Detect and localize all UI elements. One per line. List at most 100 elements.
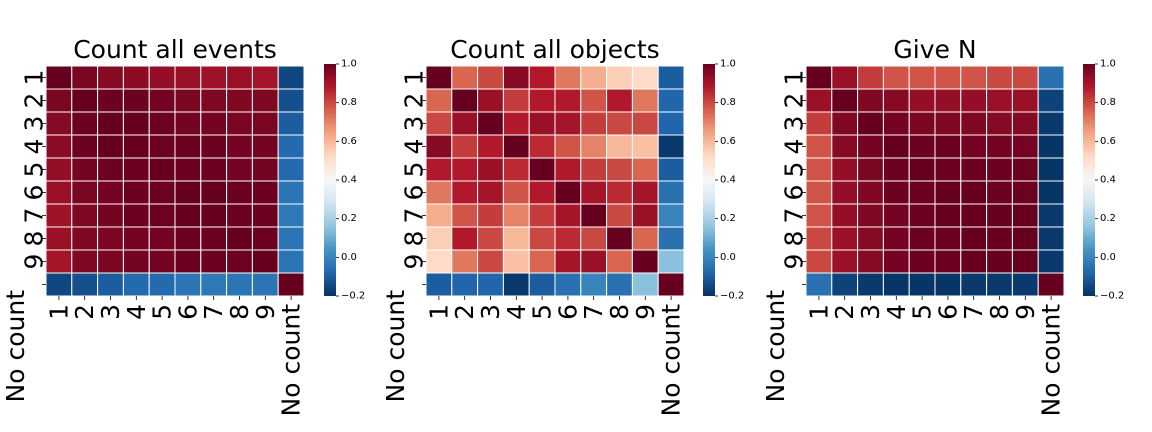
heatmap-title: Count all events <box>73 35 277 64</box>
heatmap-cell <box>477 272 504 297</box>
heatmap-cell <box>251 203 279 228</box>
heatmap-cell <box>226 249 253 274</box>
y-tick-label: 5 <box>20 162 49 178</box>
heatmap-cell <box>580 157 608 182</box>
heatmap-cell <box>226 65 253 90</box>
heatmap-cell <box>45 111 73 136</box>
heatmap-cell <box>631 180 659 205</box>
heatmap-cell <box>122 134 150 159</box>
heatmap-cell <box>805 88 833 113</box>
y-tick-label: 4 <box>780 139 809 155</box>
x-tick-label: 2 <box>450 304 479 320</box>
heatmap-cell <box>122 157 150 182</box>
heatmap-title: Count all objects <box>450 35 659 64</box>
heatmap-cell <box>174 203 202 228</box>
heatmap-cell <box>631 272 659 297</box>
heatmap-cell <box>451 226 479 251</box>
heatmap-cell <box>200 157 228 182</box>
heatmap-cell <box>148 203 176 228</box>
heatmap-cell <box>97 272 124 297</box>
heatmap-cell <box>934 203 962 228</box>
heatmap-cell <box>580 88 608 113</box>
heatmap-cell <box>960 272 988 297</box>
colorbar-tick-label: 1.0 <box>720 59 736 70</box>
heatmap-cell <box>528 249 556 274</box>
heatmap-cell <box>425 134 453 159</box>
heatmap-cell <box>502 88 530 113</box>
heatmap-cell <box>882 180 910 205</box>
heatmap-cell <box>831 111 859 136</box>
x-tick-label: 7 <box>199 304 228 320</box>
heatmap-cell <box>908 111 936 136</box>
heatmap-cell <box>174 157 202 182</box>
heatmap-cell <box>97 65 124 90</box>
heatmap-cell <box>882 249 910 274</box>
heatmap-cell <box>277 249 305 274</box>
heatmap-cell <box>882 111 910 136</box>
x-tick-label: 5 <box>528 304 557 320</box>
heatmap-cell <box>1011 111 1039 136</box>
colorbar-tick-label: 0.6 <box>720 136 736 147</box>
heatmap-cell <box>882 134 910 159</box>
heatmap-cell <box>554 157 582 182</box>
heatmap-cell <box>857 65 884 90</box>
heatmap-cell <box>226 226 253 251</box>
heatmap-cell <box>528 272 556 297</box>
colorbar-tick-label: 0.8 <box>720 97 736 108</box>
heatmap-cell <box>934 249 962 274</box>
heatmap-cell <box>960 180 988 205</box>
heatmap-cell <box>251 111 279 136</box>
heatmap-cell <box>908 88 936 113</box>
colorbar-tick-label: 0.0 <box>1100 252 1116 263</box>
heatmap-cell <box>451 134 479 159</box>
heatmap-cell <box>1011 272 1039 297</box>
heatmap-cell <box>1011 134 1039 159</box>
heatmap-cell <box>805 272 833 297</box>
heatmap-cell <box>1011 65 1039 90</box>
heatmap-cell <box>277 203 305 228</box>
y-tick-label: 2 <box>780 93 809 109</box>
heatmap-cell <box>251 134 279 159</box>
heatmap-cell <box>554 111 582 136</box>
heatmap-cell <box>960 111 988 136</box>
heatmap-cell <box>554 88 582 113</box>
x-tick-label: 8 <box>225 304 254 320</box>
heatmap-cell <box>606 134 633 159</box>
x-tick-label: 4 <box>502 304 531 320</box>
heatmap-cell <box>148 111 176 136</box>
heatmap-cell <box>97 111 124 136</box>
heatmap-cell <box>425 111 453 136</box>
y-tick-label: 8 <box>20 231 49 247</box>
heatmap-cell <box>986 249 1013 274</box>
heatmap-cell <box>148 272 176 297</box>
heatmap-cell <box>986 134 1013 159</box>
heatmap-cell <box>908 272 936 297</box>
heatmap-cell <box>502 111 530 136</box>
heatmap-cell <box>226 88 253 113</box>
x-tick-label: 6 <box>173 304 202 320</box>
heatmap-cell <box>882 272 910 297</box>
colorbar <box>324 64 336 296</box>
heatmap-cell <box>477 88 504 113</box>
heatmap-cell <box>1037 203 1065 228</box>
heatmap-cell <box>960 203 988 228</box>
heatmap-cell <box>580 203 608 228</box>
heatmap-cell <box>97 157 124 182</box>
heatmap-cell <box>908 65 936 90</box>
heatmap-cell <box>1011 249 1039 274</box>
heatmap-cell <box>1037 180 1065 205</box>
heatmap-cell <box>986 226 1013 251</box>
heatmap-cell <box>200 134 228 159</box>
colorbar-tick-label: −0.2 <box>1100 291 1124 302</box>
colorbar-tick-label: 0.8 <box>341 97 357 108</box>
x-tick-label: 4 <box>882 304 911 320</box>
heatmap-cell <box>934 134 962 159</box>
colorbar-tick-label: 1.0 <box>341 59 357 70</box>
x-tick-label: No count <box>1037 304 1066 417</box>
y-tick-label: 4 <box>400 139 429 155</box>
heatmap-cell <box>960 157 988 182</box>
heatmap-cell <box>831 249 859 274</box>
heatmap-cell <box>831 157 859 182</box>
y-tick-label: 7 <box>20 208 49 224</box>
